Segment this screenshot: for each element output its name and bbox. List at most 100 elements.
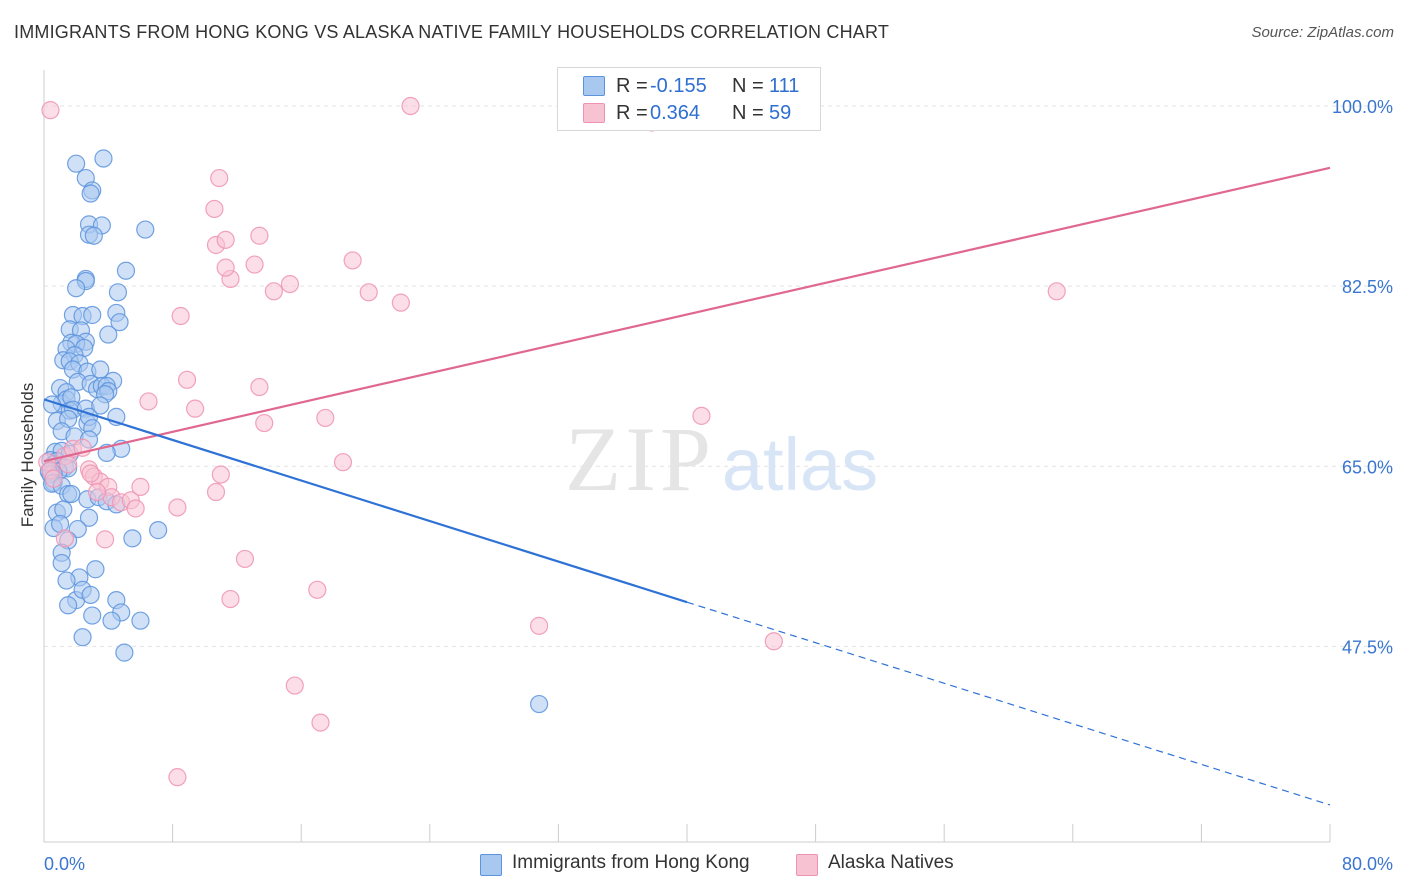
n-value: 111 [769, 75, 800, 97]
x-tick-label: 0.0% [44, 854, 85, 874]
alaska-natives-point [87, 482, 107, 502]
legend-swatch-pink [796, 854, 818, 876]
alaska-natives-point [55, 529, 74, 548]
watermark-atlas: atlas [722, 423, 878, 506]
alaska-natives-point [285, 676, 304, 695]
alaska-natives-point [206, 482, 226, 502]
series-hong-kong [39, 149, 549, 714]
alaska-natives-point [216, 258, 235, 277]
alaska-natives-point [264, 282, 283, 301]
hong-kong-point [62, 484, 81, 504]
watermark-zip: ZIP [565, 408, 715, 510]
alaska-natives-point [216, 230, 235, 249]
alaska-natives-point [316, 408, 335, 428]
hong-kong-point [102, 611, 121, 630]
hong-kong-point [59, 596, 78, 615]
hong-kong-point [123, 529, 142, 548]
alaska-natives-point [391, 293, 410, 312]
alaska-natives-point [139, 392, 158, 411]
hong-kong-point [530, 694, 549, 714]
hong-kong-point [94, 149, 113, 168]
hong-kong-point [81, 585, 100, 605]
hong-kong-point [73, 628, 92, 647]
hong-kong-point [110, 313, 129, 332]
alaska-natives-point [205, 199, 224, 219]
alaska-natives-point [177, 370, 197, 389]
stats-swatch-pink [583, 103, 605, 123]
alaska-natives-point [333, 453, 353, 472]
hong-kong-point [52, 553, 71, 573]
hong-kong-point [57, 571, 76, 590]
alaska-natives-point [250, 226, 269, 245]
hong-kong-point [136, 220, 155, 239]
r-label: R = [616, 75, 648, 97]
n-label: N = [732, 75, 764, 97]
alaska-natives-point [245, 255, 264, 274]
r-label: R = [616, 102, 648, 124]
legend-label: Alaska Natives [828, 852, 954, 873]
alaska-natives-point [280, 275, 300, 294]
alaska-natives-point [401, 96, 420, 116]
hong-kong-trend-line [43, 398, 688, 604]
n-label: N = [732, 102, 764, 124]
alaska-natives-point [235, 549, 255, 569]
n-value: 59 [769, 102, 792, 124]
alaska-natives-point [1047, 282, 1066, 301]
alaska-natives-point [692, 406, 711, 425]
alaska-natives-point [131, 477, 150, 496]
hong-kong-point [91, 396, 110, 415]
hong-kong-point [81, 184, 100, 203]
alaska-natives-point [95, 530, 115, 549]
alaska-natives-point [168, 768, 187, 787]
source-label: Source: ZipAtlas.com [1251, 24, 1394, 41]
hong-kong-point [67, 154, 86, 173]
y-tick-label: 82.5% [1342, 277, 1393, 297]
hong-kong-point [83, 606, 102, 625]
y-tick-label: 100.0% [1332, 97, 1393, 117]
hong-kong-point [108, 283, 128, 302]
alaska-natives-point [210, 168, 229, 188]
alaska-natives-point [343, 251, 362, 270]
stats-legend-box: R = -0.155 N = 111 R = 0.364 N = 59 [557, 67, 821, 131]
alaska-natives-point [221, 589, 240, 609]
stats-swatch-blue [583, 76, 605, 96]
hong-kong-point [99, 325, 118, 344]
alaska-natives-point [126, 499, 145, 518]
alaska-natives-point [255, 413, 274, 433]
alaska-natives-point [186, 399, 205, 418]
hong-kong-point [86, 560, 105, 579]
y-tick-label: 47.5% [1342, 637, 1393, 657]
alaska-natives-point [168, 498, 187, 517]
x-tick-label: 80.0% [1342, 854, 1393, 874]
legend-label: Immigrants from Hong Kong [512, 852, 750, 873]
chart-title: IMMIGRANTS FROM HONG KONG VS ALASKA NATI… [14, 22, 890, 42]
y-axis-title: Family Households [18, 382, 37, 528]
hong-kong-point [83, 305, 102, 325]
alaska-natives-point [211, 465, 230, 484]
hong-kong-point [131, 611, 150, 630]
alaska-natives-point [171, 306, 190, 326]
hong-kong-point [79, 508, 99, 527]
y-tick-label: 65.0% [1342, 457, 1393, 477]
alaska-natives-point [311, 713, 330, 732]
alaska-natives-point [41, 101, 60, 120]
alaska-natives-point [44, 469, 63, 488]
alaska-natives-point [359, 283, 378, 302]
alaska-natives-point [530, 616, 549, 635]
alaska-natives-point [250, 377, 269, 397]
series-alaska-natives [38, 96, 1066, 787]
hong-kong-point [115, 643, 134, 662]
alaska-natives-point [81, 464, 100, 483]
hong-kong-point [67, 279, 86, 298]
hong-kong-point [149, 521, 168, 540]
hong-kong-point [84, 226, 103, 245]
r-value: 0.364 [650, 102, 701, 124]
hong-kong-point [116, 261, 136, 280]
legend-swatch-blue [480, 854, 502, 876]
alaska-natives-point [764, 632, 783, 651]
hong-kong-trend-line-extrapolated [686, 601, 1331, 806]
r-value: -0.155 [650, 75, 707, 97]
alaska-natives-trend-line [43, 166, 1331, 463]
alaska-natives-point [308, 580, 327, 599]
